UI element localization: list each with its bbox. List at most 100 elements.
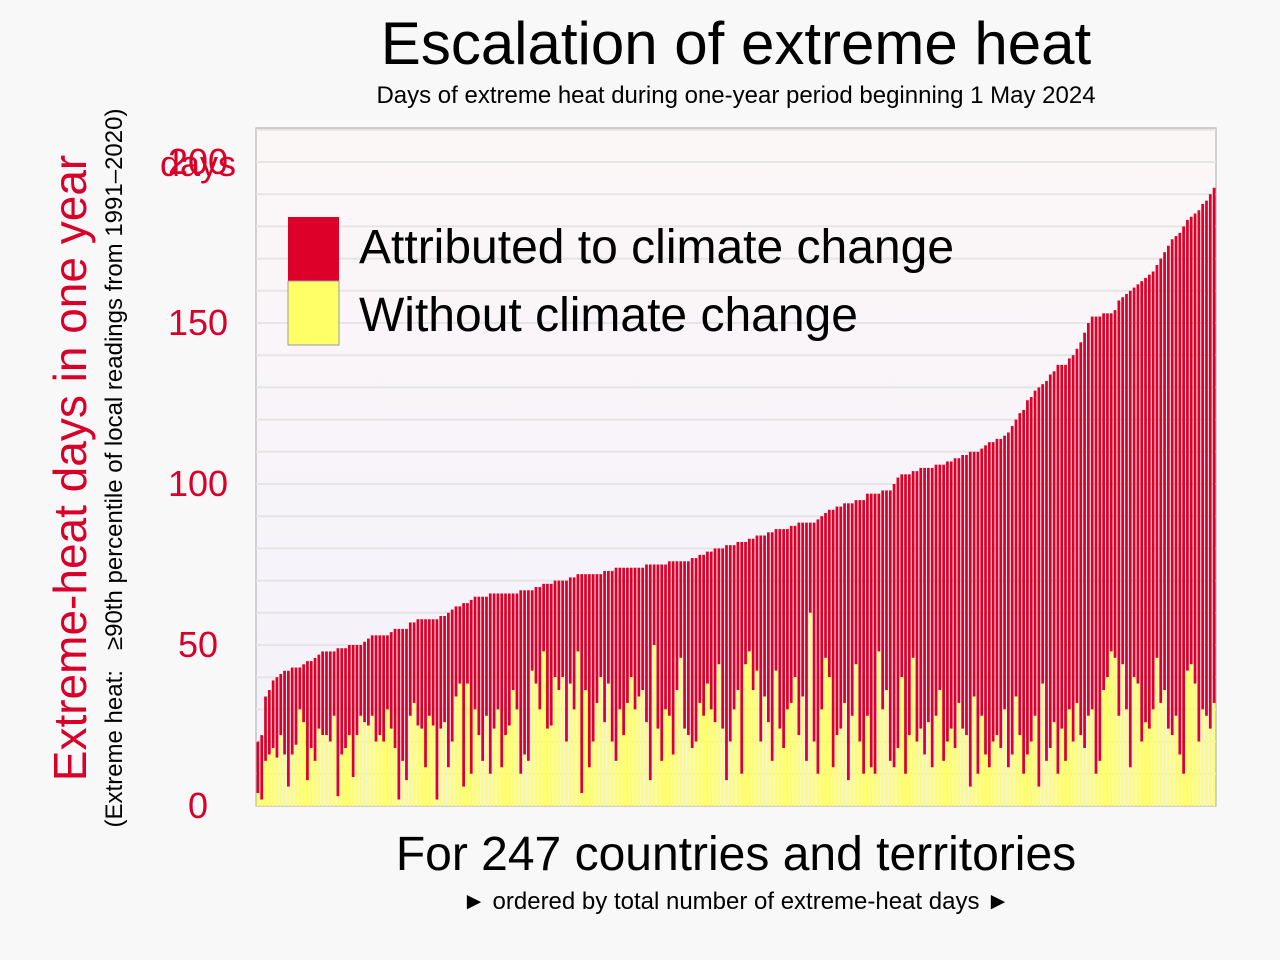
bar-without xyxy=(1026,754,1029,806)
bar-attributed xyxy=(1010,426,1014,755)
bar-without xyxy=(367,725,370,806)
bar-attributed xyxy=(706,551,709,684)
bar-without xyxy=(534,683,538,806)
bar-without xyxy=(805,760,808,806)
bar-attributed xyxy=(1060,364,1064,729)
bar-without xyxy=(321,735,325,806)
bar-attributed xyxy=(462,603,465,787)
bar-without xyxy=(584,690,587,806)
bar-attributed xyxy=(648,564,652,781)
bar-without xyxy=(770,760,774,806)
bar-without xyxy=(294,744,298,806)
bar-without xyxy=(1052,722,1056,806)
bar-attributed xyxy=(786,529,789,710)
bar-attributed xyxy=(1109,313,1113,652)
bar-without xyxy=(892,767,896,806)
bar-attributed xyxy=(321,651,325,736)
bar-attributed xyxy=(1041,384,1045,684)
bar-attributed xyxy=(972,451,976,697)
bar-attributed xyxy=(576,574,580,652)
bar-without xyxy=(946,741,949,806)
bar-without xyxy=(827,677,831,806)
bar-attributed xyxy=(770,532,774,761)
bar-attributed xyxy=(610,570,614,742)
bar-attributed xyxy=(1056,364,1060,774)
bar-without xyxy=(408,715,412,806)
bar-without xyxy=(816,773,820,806)
bar-attributed xyxy=(447,612,450,768)
bar-attributed xyxy=(393,628,397,749)
bar-without xyxy=(706,683,709,806)
bar-without xyxy=(557,690,561,806)
bar-without xyxy=(843,702,846,806)
bar-attributed xyxy=(728,545,732,742)
bar-without xyxy=(1117,715,1121,806)
bar-without xyxy=(1113,657,1117,806)
bar-without xyxy=(435,799,439,806)
bar-without xyxy=(1159,702,1163,806)
bar-without xyxy=(275,757,279,806)
bar-attributed xyxy=(1208,194,1212,729)
bar-without xyxy=(325,735,328,806)
bar-attributed xyxy=(488,593,492,774)
bar-attributed xyxy=(866,493,869,716)
bar-attributed xyxy=(679,561,683,658)
bar-attributed xyxy=(584,574,587,691)
bar-without xyxy=(1132,677,1136,806)
bar-attributed xyxy=(469,599,473,774)
bar-attributed xyxy=(523,590,526,755)
bar-attributed xyxy=(363,641,366,723)
y-tick-label: 50 xyxy=(178,624,218,665)
bar-without xyxy=(721,728,725,806)
bar-without xyxy=(515,709,519,806)
bar-attributed xyxy=(1174,236,1178,716)
bar-attributed xyxy=(671,561,675,755)
bar-attributed xyxy=(919,467,923,729)
bar-without xyxy=(1037,786,1041,806)
bar-without xyxy=(930,767,934,806)
bar-attributed xyxy=(957,458,961,703)
bar-without xyxy=(774,670,778,806)
bar-attributed xyxy=(1140,281,1144,742)
bar-attributed xyxy=(359,645,363,716)
bar-attributed xyxy=(1182,226,1185,774)
bar-attributed xyxy=(888,490,892,761)
bar-attributed xyxy=(538,587,542,710)
bar-attributed xyxy=(717,548,721,665)
bar-without xyxy=(1048,748,1052,806)
bar-without xyxy=(587,767,591,806)
bar-attributed xyxy=(812,522,816,742)
legend-swatch-attributed xyxy=(288,217,339,281)
bar-without xyxy=(1045,760,1048,806)
bar-without xyxy=(679,657,683,806)
bar-without xyxy=(1010,754,1014,806)
bar-attributed xyxy=(1117,300,1121,716)
bar-without xyxy=(1197,741,1201,806)
bar-attributed xyxy=(808,522,812,613)
bar-without xyxy=(1067,709,1071,806)
bar-without xyxy=(458,683,462,806)
bar-without xyxy=(306,780,309,806)
bar-without xyxy=(462,786,465,806)
bar-without xyxy=(1125,709,1128,806)
bar-attributed xyxy=(938,464,942,691)
bar-without xyxy=(717,664,721,806)
bar-without xyxy=(942,760,945,806)
bar-without xyxy=(389,728,393,806)
bar-attributed xyxy=(881,490,885,710)
bar-without xyxy=(972,696,976,806)
bar-attributed xyxy=(713,548,717,723)
bar-without xyxy=(599,677,603,806)
bar-attributed xyxy=(843,503,846,703)
bar-attributed xyxy=(591,574,595,742)
bar-without xyxy=(934,715,938,806)
bar-without xyxy=(728,741,732,806)
bar-attributed xyxy=(313,657,317,761)
bar-attributed xyxy=(530,590,534,671)
bar-attributed xyxy=(1003,435,1006,710)
bar-without xyxy=(542,651,545,806)
plot-area xyxy=(255,127,1217,807)
bar-without xyxy=(527,760,530,806)
bar-without xyxy=(1193,683,1197,806)
bar-attributed xyxy=(450,609,454,742)
